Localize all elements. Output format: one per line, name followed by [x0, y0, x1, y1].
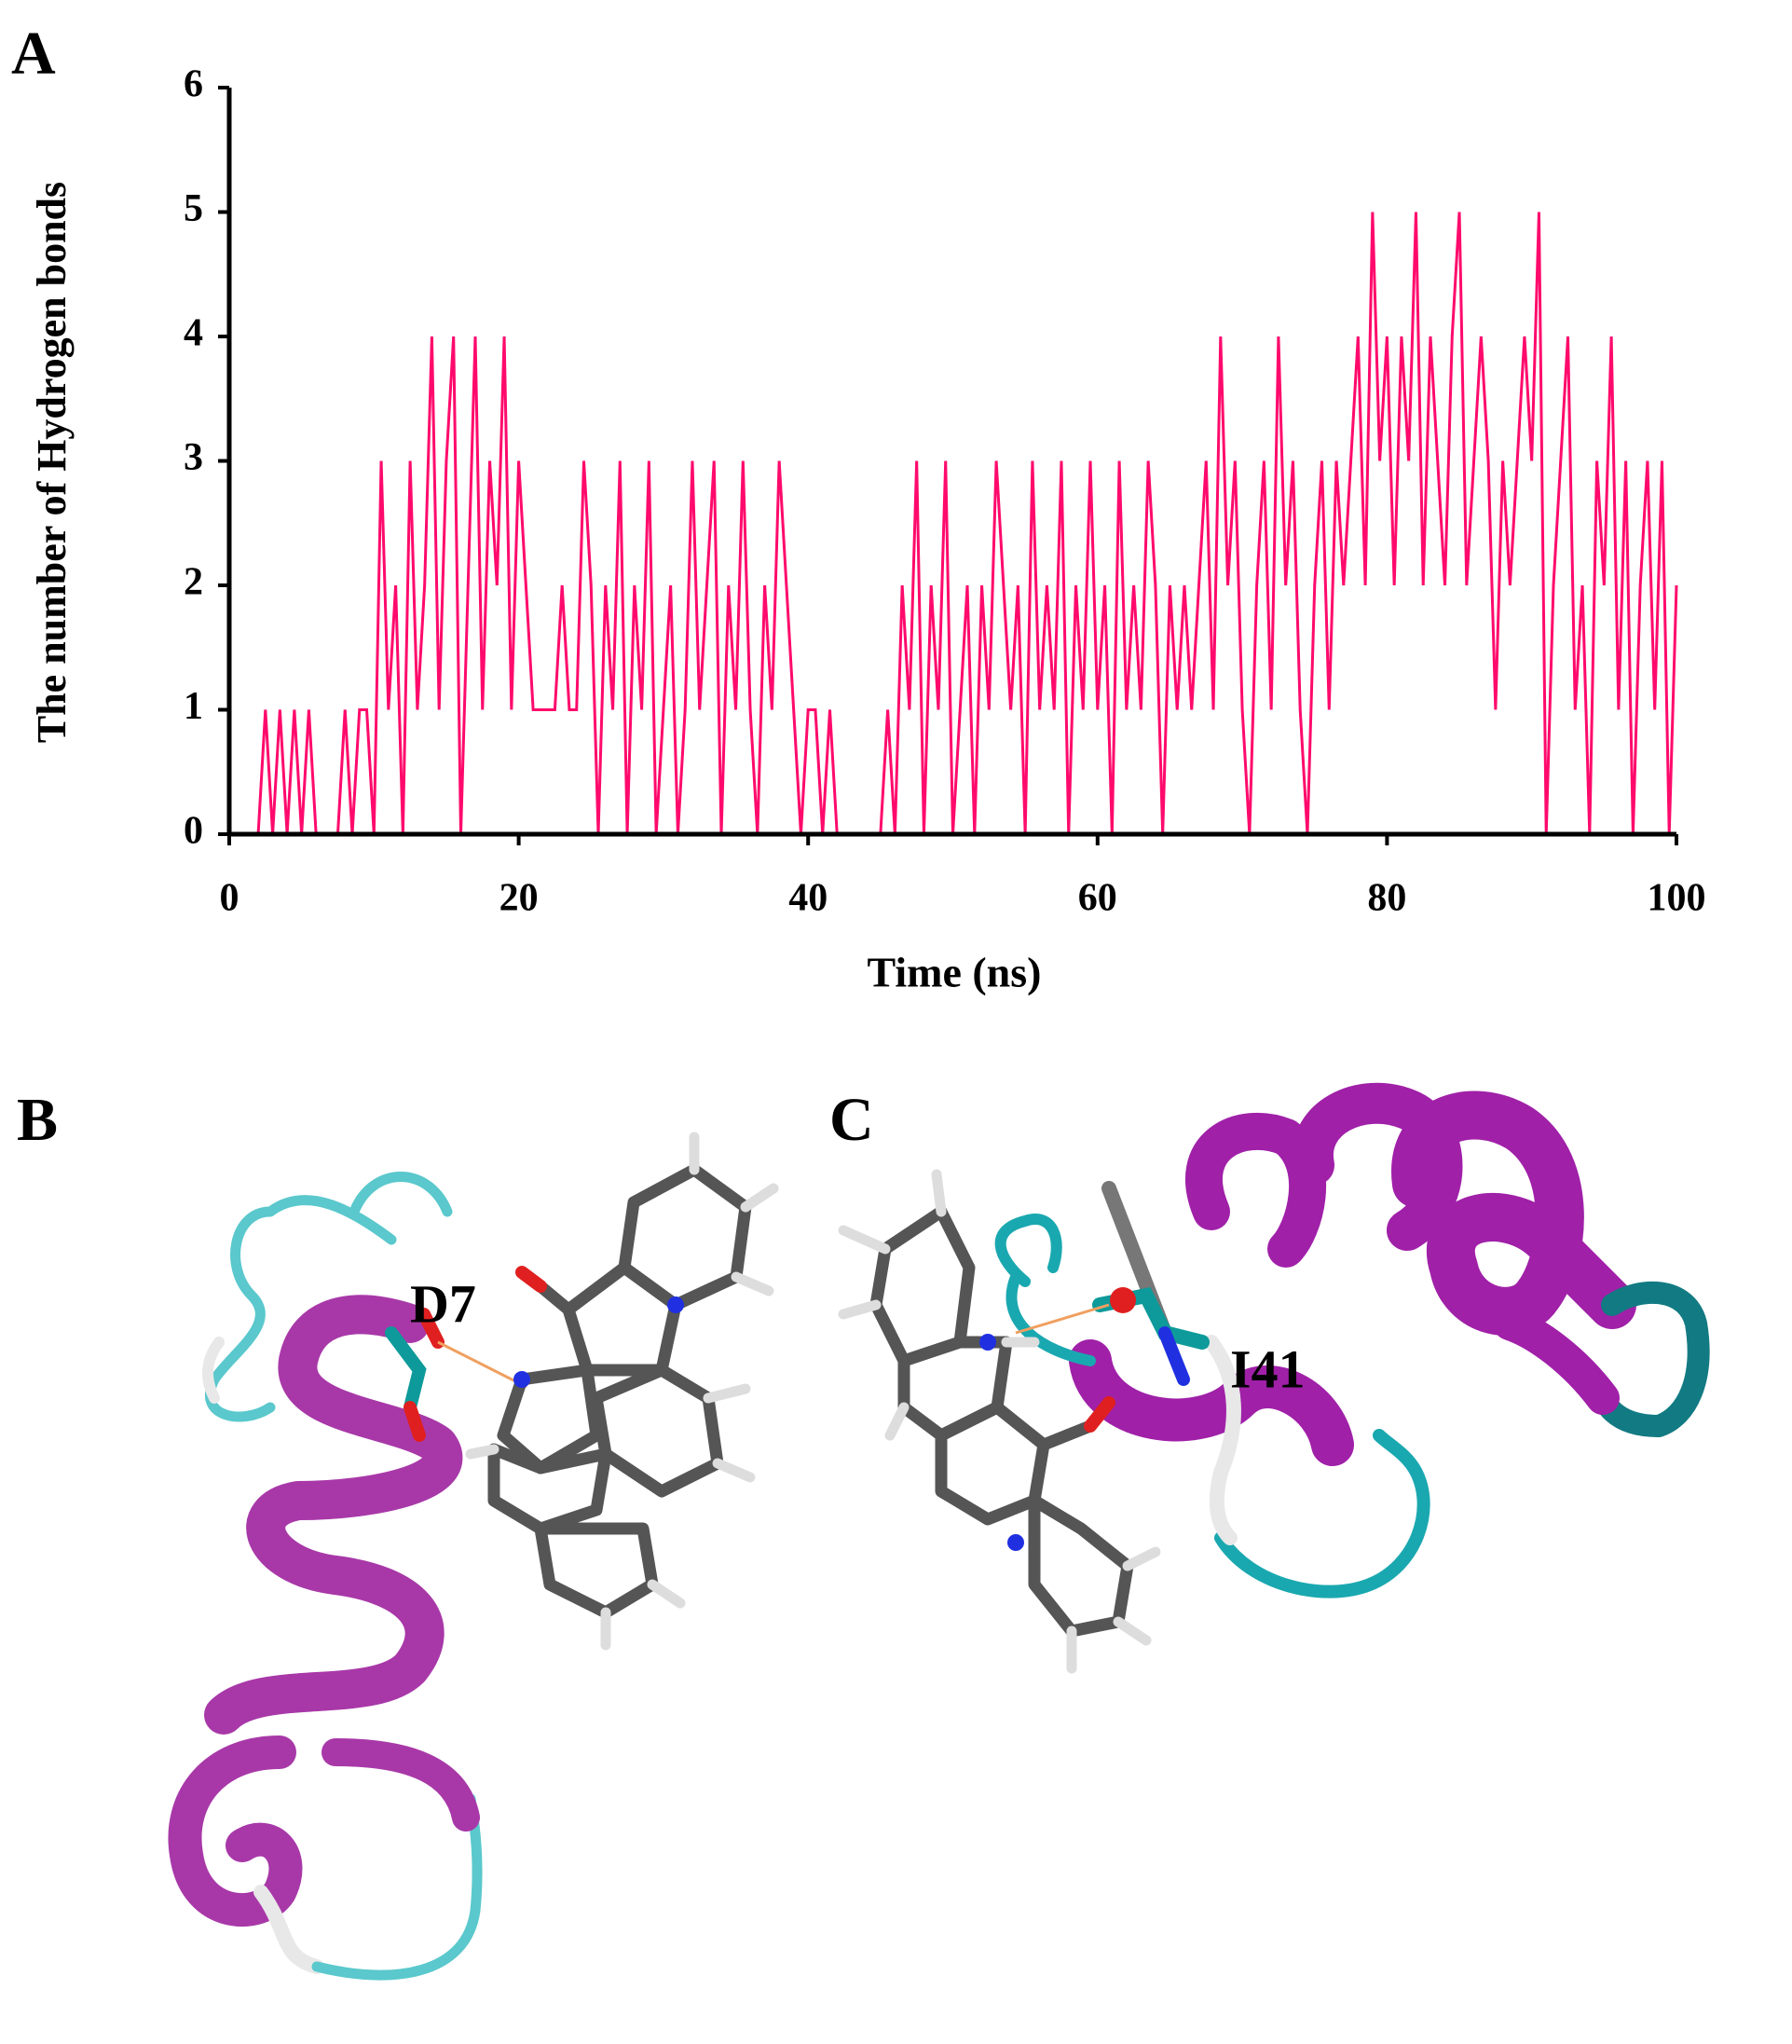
ligand-b	[465, 1132, 779, 1651]
x-tick-label: 60	[1078, 877, 1117, 920]
residue-sticks-c	[1015, 1181, 1210, 1386]
panel-label: B	[17, 1086, 58, 1154]
y-tick-label: 5	[184, 187, 203, 230]
y-tick-label: 2	[184, 561, 203, 604]
ligand-c	[838, 1169, 1161, 1674]
x-tick-label: 40	[788, 877, 828, 920]
panel-label: A	[11, 20, 56, 88]
y-tick-label: 6	[184, 63, 203, 106]
y-tick-label: 0	[184, 810, 203, 853]
y-tick-label: 1	[184, 685, 203, 728]
x-tick-label: 20	[499, 877, 539, 920]
y-axis-title: The number of Hydrogen bonds	[29, 182, 75, 743]
protein-ribbon-c	[994, 1082, 1710, 1598]
x-tick-label: 100	[1648, 877, 1706, 920]
residue-label: I41	[1230, 1338, 1306, 1399]
data-line	[229, 212, 1678, 836]
x-tick-label: 80	[1367, 877, 1406, 920]
residue-label: D7	[410, 1273, 476, 1334]
x-axis-title: Time (ns)	[868, 949, 1042, 996]
residue-sticks-b	[385, 1308, 527, 1442]
panel-label: C	[829, 1086, 874, 1154]
y-tick-label: 3	[184, 436, 203, 479]
protein-ribbon-b	[168, 1172, 483, 1981]
x-tick-label: 0	[220, 877, 239, 920]
y-tick-label: 4	[184, 312, 203, 355]
